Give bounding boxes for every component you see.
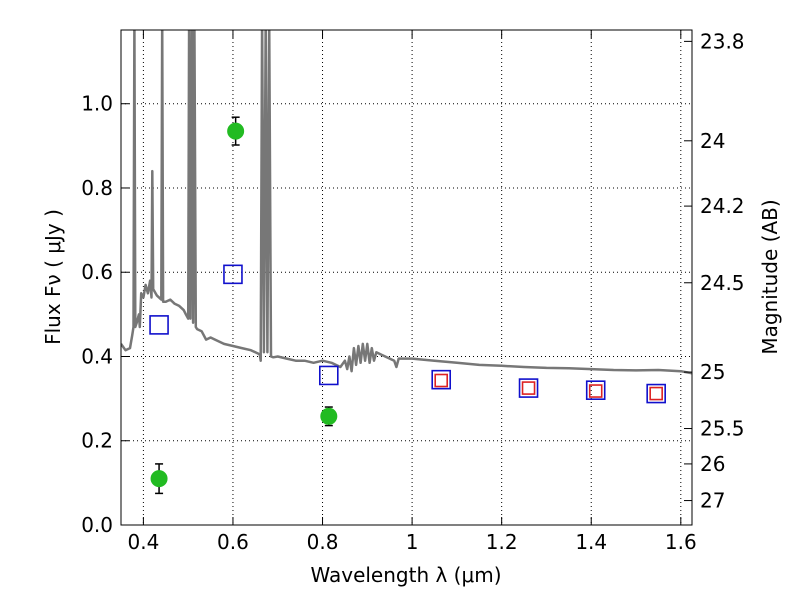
model-large-point	[149, 315, 169, 335]
x-tick-label: 1	[406, 530, 419, 554]
mag-tick-label: 24	[700, 129, 725, 153]
mag-tick-label: 23.8	[700, 29, 745, 53]
data-markers	[149, 116, 666, 495]
model-small-point	[588, 384, 603, 398]
axes	[120, 29, 693, 526]
y-axis-title-right: Magnitude (AB)	[758, 199, 782, 354]
y-tick-label: 0.8	[81, 176, 113, 200]
observed-point	[150, 470, 168, 488]
x-tick-label: 0.6	[217, 530, 249, 554]
y-tick-label: 0.6	[81, 260, 113, 284]
grid	[121, 30, 692, 526]
x-axis-title: Wavelength λ (μm)	[310, 563, 501, 587]
mag-tick-label: 24.2	[700, 194, 745, 218]
ticks: 0.4 0.6 0.8 1 1.2 1.4 1.6 0.0 0.2 0.4 0.6 0.8 1.0 23.…	[81, 29, 744, 554]
model-small-point	[434, 373, 449, 388]
x-tick-label: 1.6	[665, 530, 697, 554]
mag-tick-label: 27	[700, 489, 725, 513]
model-small-point	[649, 386, 663, 401]
mag-tick-label: 24.5	[700, 271, 745, 295]
model-large-point	[646, 383, 666, 404]
y-tick-label: 0.2	[81, 429, 113, 453]
mag-tick-label: 25	[700, 360, 725, 384]
mag-tick-label: 26	[700, 452, 725, 476]
observed-point	[227, 122, 245, 140]
model-large-point	[223, 264, 243, 285]
y-tick-label: 0.0	[81, 513, 113, 537]
plot-frame	[120, 29, 693, 526]
observed-point	[320, 407, 338, 425]
spectrum-line	[121, 30, 692, 375]
x-tick-label: 1.4	[575, 530, 607, 554]
x-tick-label: 0.8	[307, 530, 339, 554]
y-axis-title-left: Flux Fν ( μJy )	[41, 209, 65, 345]
model-large-point	[318, 365, 339, 386]
x-tick-label: 0.4	[127, 530, 159, 554]
y-tick-label: 1.0	[81, 92, 113, 116]
model-large-point	[431, 369, 452, 390]
y-tick-label: 0.4	[81, 344, 113, 368]
mag-tick-label: 25.5	[700, 417, 745, 441]
model-large-point	[518, 378, 539, 398]
model-large-point	[585, 380, 606, 400]
model-spectrum	[121, 30, 692, 375]
x-tick-label: 1.2	[486, 530, 518, 554]
model-small-point	[521, 381, 536, 395]
